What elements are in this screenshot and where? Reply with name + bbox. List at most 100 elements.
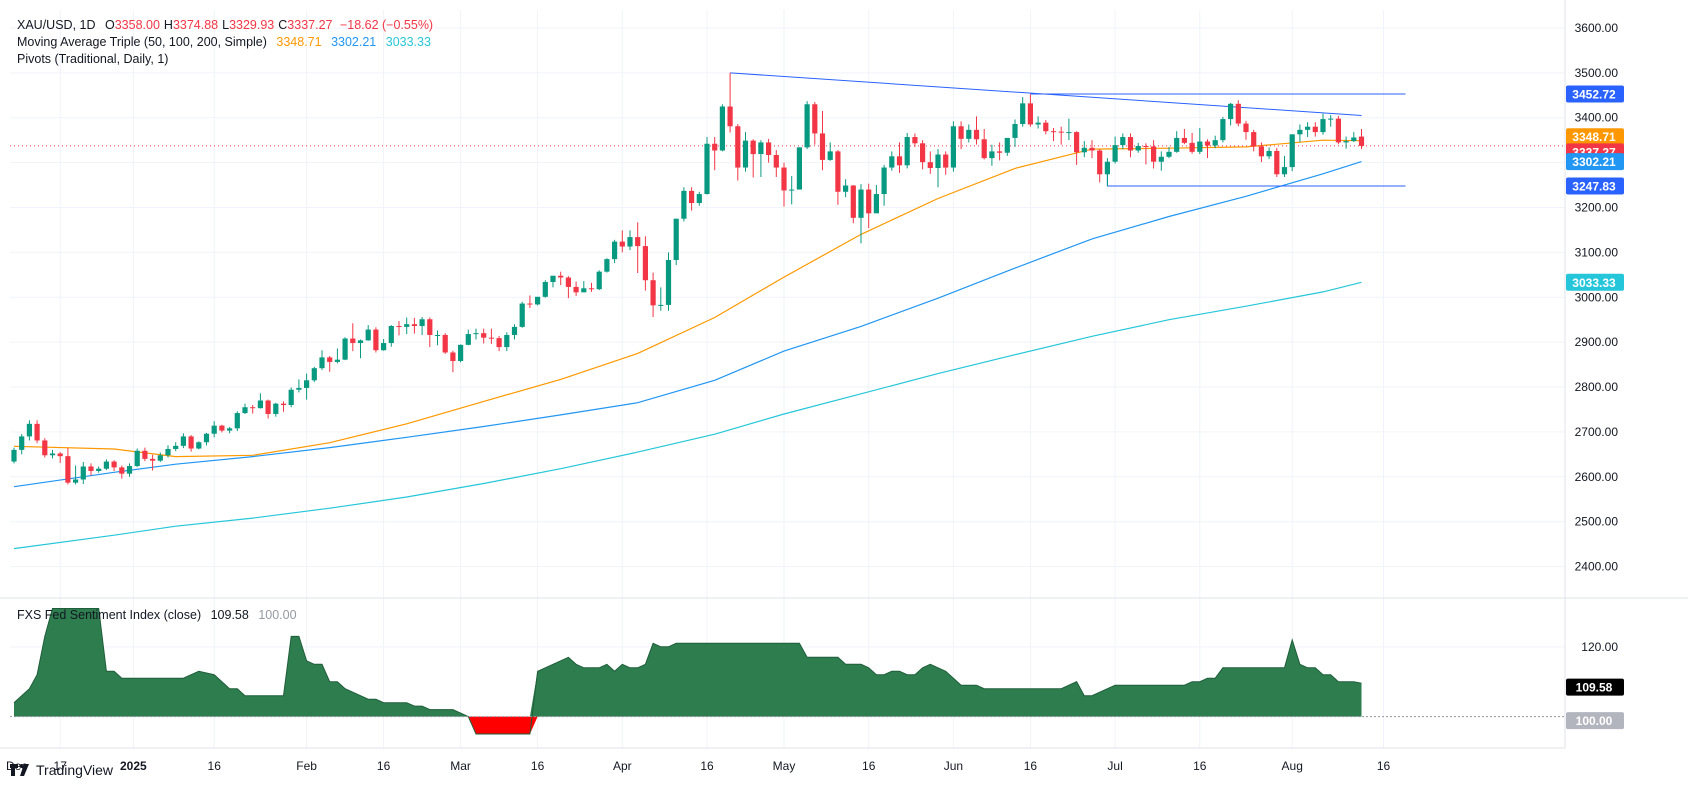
candle-body [1281, 167, 1288, 175]
candle [49, 449, 56, 459]
candle-body [742, 140, 749, 168]
candle-body [1020, 103, 1026, 125]
candle-body [719, 106, 725, 151]
candle-body [80, 466, 86, 480]
candle-body [65, 456, 71, 483]
candle-body [173, 445, 179, 449]
candle [812, 102, 818, 145]
candle [673, 218, 679, 265]
candle-body [257, 400, 263, 409]
candle [442, 333, 448, 354]
candle-body [319, 357, 325, 369]
candle [65, 448, 71, 485]
candle-body [11, 449, 17, 462]
candle [1228, 102, 1234, 126]
candle-body [835, 151, 841, 192]
candle-body [681, 190, 687, 219]
candle-body [481, 333, 487, 338]
candle [203, 432, 210, 446]
candle-body [119, 467, 125, 474]
candle-body [1274, 150, 1280, 175]
candle-body [1266, 150, 1272, 157]
candle [1181, 128, 1187, 145]
candle [1297, 124, 1303, 142]
price-tag-text: 3452.72 [1572, 88, 1616, 102]
candle [265, 399, 271, 419]
pivots-legend: Pivots (Traditional, Daily, 1) [17, 51, 168, 67]
candle-body [288, 389, 294, 405]
candle-body [1050, 131, 1057, 133]
candle-body [511, 326, 518, 335]
candle-body [350, 338, 356, 344]
candle-body [689, 190, 695, 204]
candle-body [635, 237, 641, 247]
candle [1012, 119, 1018, 147]
candle-body [504, 334, 510, 348]
candle [34, 420, 40, 444]
candle-body [411, 324, 417, 326]
candle [789, 176, 795, 205]
candle [719, 104, 725, 152]
candle [126, 463, 133, 477]
candle-body [658, 304, 664, 306]
candle-body [1027, 103, 1033, 125]
candle [88, 463, 94, 476]
candle-body [150, 458, 156, 461]
candle-body [26, 423, 32, 437]
candle-body [280, 403, 287, 405]
candle-body [242, 407, 248, 414]
candle [681, 187, 687, 222]
ohlc-value-h: 3374.88 [172, 18, 219, 32]
y-tick-label: 2400.00 [1575, 560, 1619, 574]
x-tick-label: May [773, 759, 796, 773]
candle-body [881, 167, 887, 195]
candle-body [1335, 118, 1341, 143]
candle-body [1066, 132, 1072, 134]
candle [635, 222, 641, 274]
price-tag: 3302.21 [1566, 153, 1624, 171]
y-tick-label: 3100.00 [1575, 245, 1619, 259]
tradingview-brand[interactable]: TradingView [10, 762, 113, 778]
candle [511, 324, 518, 340]
candle [581, 281, 587, 293]
candle-body [188, 436, 194, 449]
candle-body [57, 453, 63, 457]
ohlc-values: O3358.00 H3374.88 L3329.93 C3337.27 [99, 18, 333, 32]
candle [1312, 122, 1318, 137]
candle [843, 179, 849, 198]
candle-body [1220, 119, 1226, 141]
sentiment-line [13, 608, 1362, 735]
candle-body [19, 436, 25, 450]
candle [196, 441, 202, 450]
candle-body [735, 126, 741, 168]
sentiment-value: 109.58 [210, 608, 249, 622]
candle [1112, 136, 1118, 164]
candle-body [904, 137, 910, 166]
candle [658, 287, 664, 311]
candle [327, 356, 333, 372]
symbol-legend: XAU/USD, 1D O3358.00 H3374.88 L3329.93 C333… [17, 17, 433, 33]
candle [1204, 139, 1211, 159]
candle-body [458, 344, 464, 362]
candle [173, 442, 179, 452]
y-tick-label: 2900.00 [1575, 335, 1619, 349]
candle-body [211, 425, 217, 434]
candle-body [920, 143, 926, 163]
candle-body [950, 126, 956, 168]
candle [997, 142, 1003, 161]
candle [835, 150, 841, 205]
candle-body [34, 423, 40, 441]
candle-body [789, 189, 795, 191]
y-tick-label: 2800.00 [1575, 380, 1619, 394]
candle [735, 124, 741, 181]
y-tick-label: 3400.00 [1575, 111, 1619, 125]
candlestick-series[interactable] [11, 72, 1365, 485]
candle [227, 426, 233, 434]
candle [750, 139, 756, 178]
candle-body [1151, 146, 1157, 162]
candle-body [850, 185, 856, 218]
candle [766, 138, 772, 163]
candle-body [896, 156, 903, 166]
candle [119, 465, 125, 479]
